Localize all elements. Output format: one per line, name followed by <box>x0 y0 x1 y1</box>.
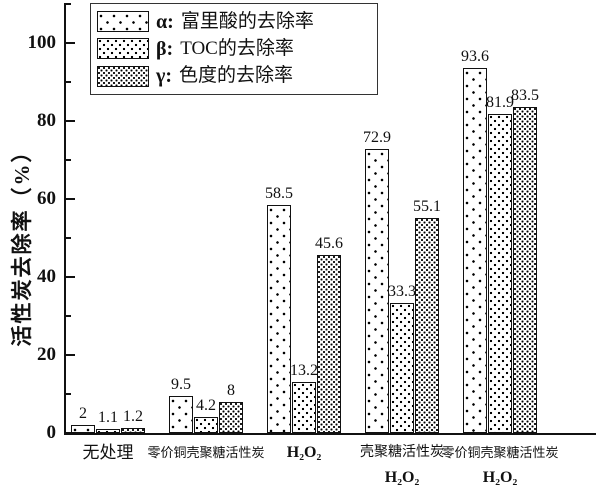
y-major-tick <box>66 198 75 200</box>
bar-series2-group1 <box>96 428 120 433</box>
legend-label: 色度的去除率 <box>179 65 294 87</box>
y-tick-label: 100 <box>27 32 57 53</box>
y-axis-title: 活性炭去除率（%） <box>10 139 34 347</box>
y-major-tick <box>66 120 75 122</box>
x-category-label: H₂O₂ <box>384 469 420 486</box>
legend-symbol: β: <box>156 37 174 60</box>
y-minor-tick <box>66 3 71 5</box>
bar-value-label: 1.2 <box>123 408 143 426</box>
x-category-label: H₂O₂ <box>482 469 518 486</box>
bar-series3-group3 <box>317 255 341 433</box>
y-tick-label: 0 <box>46 422 57 443</box>
bar-value-label: 58.5 <box>265 184 293 202</box>
y-major-tick <box>66 432 75 434</box>
bar-value-label: 9.5 <box>171 375 191 393</box>
bar-series1-group4 <box>365 148 389 433</box>
y-minor-tick <box>66 315 71 317</box>
legend-box: α: 富里酸的去除率 β: TOC的去除率 γ: 色度的去除率 <box>90 3 378 95</box>
bar-value-label: 33.3 <box>388 283 416 301</box>
x-axis-spine <box>64 433 596 435</box>
bar-value-label: 81.9 <box>486 93 514 111</box>
y-axis-spine <box>64 3 66 435</box>
bar-value-label: 45.6 <box>315 235 343 253</box>
y-tick-label: 60 <box>37 188 56 209</box>
y-tick-label: 80 <box>37 110 56 131</box>
x-category-label: 壳聚糖活性炭 <box>360 445 444 460</box>
bar-series2-group4 <box>390 303 414 433</box>
bar-series3-group1 <box>121 428 145 433</box>
legend-item-3: γ: 色度的去除率 <box>97 65 371 87</box>
x-category-label: 无处理 <box>82 443 134 462</box>
legend-symbol: γ: <box>156 65 173 88</box>
bar-value-label: 8 <box>227 381 235 399</box>
y-minor-tick <box>66 237 71 239</box>
legend-symbol: α: <box>156 10 174 33</box>
bar-value-label: 2 <box>79 405 87 423</box>
bar-series2-group2 <box>194 416 218 433</box>
bar-series3-group2 <box>219 401 243 433</box>
x-category-label: 零价铜壳聚糖活性炭 <box>441 445 559 460</box>
bar-series3-group4 <box>415 218 439 433</box>
legend-label: 富里酸的去除率 <box>180 10 314 32</box>
bar-series3-group5 <box>513 107 537 433</box>
bar-series1-group1 <box>71 425 95 433</box>
y-tick-label: 40 <box>37 266 56 287</box>
y-minor-tick <box>66 393 71 395</box>
y-major-tick <box>66 276 75 278</box>
y-minor-tick <box>66 81 71 83</box>
bar-value-label: 72.9 <box>363 128 391 146</box>
y-tick-label: 20 <box>37 344 56 365</box>
bar-value-label: 93.6 <box>461 47 489 65</box>
bar-value-label: 13.2 <box>290 361 318 379</box>
y-minor-tick <box>66 159 71 161</box>
dense-dots-swatch-icon <box>97 65 149 87</box>
legend-item-1: α: 富里酸的去除率 <box>97 11 371 33</box>
bar-value-label: 55.1 <box>413 198 441 216</box>
legend-item-2: β: TOC的去除率 <box>97 38 371 60</box>
x-category-label: H₂O₂ <box>286 444 322 461</box>
bar-value-label: 83.5 <box>511 87 539 105</box>
y-major-tick <box>66 42 75 44</box>
x-category-label: 零价铜壳聚糖活性炭 <box>147 445 265 460</box>
bar-series1-group2 <box>169 395 193 433</box>
y-major-tick <box>66 354 75 356</box>
bar-value-label: 1.1 <box>98 408 118 426</box>
bar-series2-group5 <box>488 113 512 433</box>
bar-series1-group5 <box>463 67 487 433</box>
medium-dots-swatch-icon <box>97 38 149 60</box>
legend-label: TOC的去除率 <box>180 37 294 59</box>
bar-series2-group3 <box>292 381 316 433</box>
sparse-dots-swatch-icon <box>97 11 149 33</box>
bar-value-label: 4.2 <box>196 396 216 414</box>
bar-series1-group3 <box>267 204 291 433</box>
